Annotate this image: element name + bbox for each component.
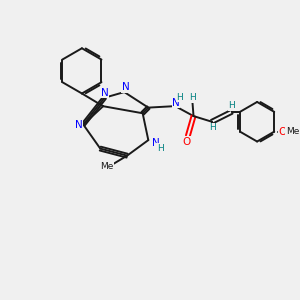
- Text: H: H: [177, 93, 183, 102]
- Text: N: N: [75, 120, 83, 130]
- Text: N: N: [172, 98, 180, 108]
- Text: N: N: [100, 88, 108, 98]
- Text: N: N: [122, 82, 130, 92]
- Text: H: H: [228, 101, 235, 110]
- Text: H: H: [157, 143, 164, 152]
- Text: O: O: [182, 136, 190, 146]
- Text: Me: Me: [286, 127, 299, 136]
- Text: Me: Me: [100, 162, 113, 171]
- Text: H: H: [209, 124, 216, 133]
- Text: N: N: [152, 138, 159, 148]
- Text: H: H: [189, 93, 196, 102]
- Text: O: O: [278, 127, 286, 136]
